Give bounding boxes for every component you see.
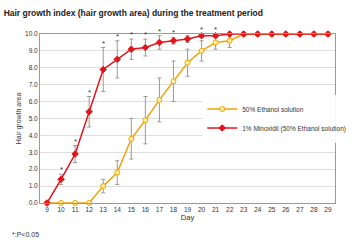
- svg-text:2.0: 2.0: [29, 165, 38, 172]
- svg-text:27: 27: [296, 206, 304, 213]
- svg-text:29: 29: [324, 206, 332, 213]
- svg-text:*: *: [172, 28, 175, 37]
- svg-text:8.0: 8.0: [29, 64, 38, 71]
- svg-text:12: 12: [86, 206, 94, 213]
- svg-text:*: *: [88, 88, 91, 97]
- svg-text:23: 23: [240, 206, 248, 213]
- svg-text:26: 26: [282, 206, 290, 213]
- svg-text:4.0: 4.0: [29, 132, 38, 139]
- svg-text:5.0: 5.0: [29, 115, 38, 122]
- svg-text:25: 25: [268, 206, 276, 213]
- svg-text:15: 15: [128, 206, 136, 213]
- svg-text:50% Ethanol solution: 50% Ethanol solution: [242, 106, 303, 113]
- svg-text:6.0: 6.0: [29, 98, 38, 105]
- svg-text:21: 21: [212, 206, 220, 213]
- svg-text:*: *: [116, 32, 119, 41]
- svg-text:20: 20: [198, 206, 206, 213]
- svg-text:14: 14: [114, 206, 122, 213]
- svg-text:17: 17: [156, 206, 164, 213]
- svg-text:*: *: [102, 39, 105, 48]
- svg-text:3.0: 3.0: [29, 149, 38, 156]
- svg-text:Day: Day: [181, 213, 195, 222]
- svg-text:Hair growth index (hair growth: Hair growth index (hair growth area) dur…: [4, 8, 263, 18]
- svg-text:1.0: 1.0: [29, 182, 38, 189]
- svg-text:10: 10: [57, 206, 65, 213]
- svg-text:22: 22: [226, 206, 234, 213]
- svg-text:11: 11: [72, 206, 79, 213]
- svg-text:*: *: [60, 165, 63, 174]
- svg-text:28: 28: [310, 206, 318, 213]
- svg-text:16: 16: [142, 206, 150, 213]
- svg-text:Hair growth area: Hair growth area: [15, 93, 23, 145]
- svg-text:*: *: [130, 30, 133, 39]
- svg-text:24: 24: [254, 206, 262, 213]
- svg-text:0.0: 0.0: [29, 199, 38, 206]
- svg-text:1% Minoxidil (50% Ethanol solu: 1% Minoxidil (50% Ethanol solution): [242, 125, 346, 133]
- svg-text:*: *: [158, 27, 161, 36]
- svg-text:*: *: [144, 30, 147, 39]
- svg-text:19: 19: [184, 206, 192, 213]
- svg-text:9.0: 9.0: [29, 47, 38, 54]
- svg-text:13: 13: [100, 206, 108, 213]
- svg-text:*: *: [74, 137, 77, 146]
- svg-text:*: *: [200, 25, 203, 34]
- svg-text:18: 18: [170, 206, 178, 213]
- svg-text:*:P<0.05: *:P<0.05: [12, 231, 39, 238]
- svg-text:9: 9: [45, 206, 49, 213]
- svg-text:7.0: 7.0: [29, 81, 38, 88]
- svg-text:*: *: [214, 25, 217, 34]
- svg-text:10.0: 10.0: [25, 30, 38, 37]
